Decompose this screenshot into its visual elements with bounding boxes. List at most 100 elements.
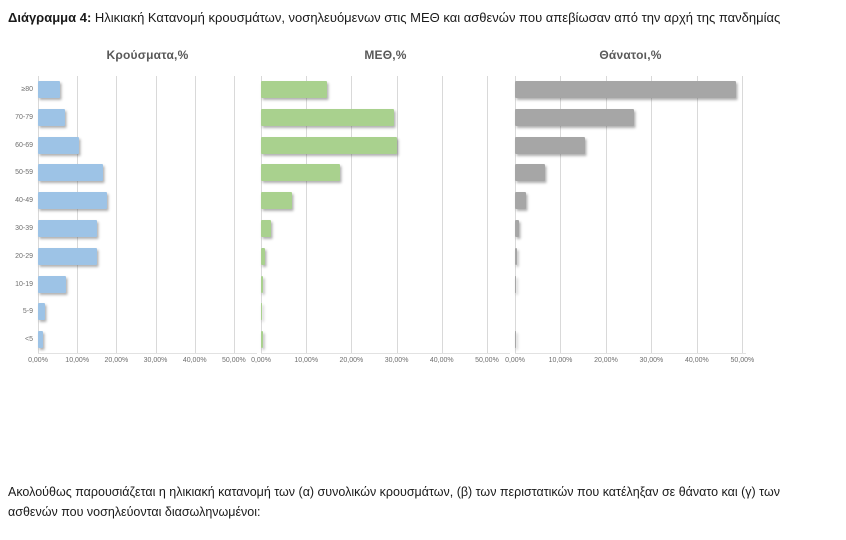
x-tick-label: 0,00% bbox=[28, 356, 48, 364]
y-axis-label: 70-79 bbox=[15, 113, 33, 121]
gridline bbox=[441, 75, 443, 353]
chart-deaths: Θάνατοι,% 0,00% 10,00% 20,00% 30,00% 40,00% 5… bbox=[505, 46, 754, 368]
bar-row bbox=[261, 159, 510, 187]
x-tick-label: 50,00% bbox=[730, 356, 755, 364]
bar-row bbox=[261, 131, 510, 159]
bar-row bbox=[38, 187, 257, 215]
x-tick-label: 30,00% bbox=[143, 356, 168, 364]
bar bbox=[515, 192, 526, 210]
x-tick-label: 0,00% bbox=[505, 356, 525, 364]
x-tick-label: 30,00% bbox=[639, 356, 664, 364]
gridline bbox=[77, 75, 79, 353]
bar bbox=[261, 303, 262, 321]
bar bbox=[261, 164, 341, 182]
chart-deaths-plot bbox=[515, 75, 746, 354]
bar bbox=[515, 80, 736, 98]
gridline bbox=[486, 75, 488, 353]
figure-caption-text: Ηλικιακή Κατανομή κρουσμάτων, νοσηλευόμε… bbox=[91, 10, 781, 25]
bar-row bbox=[38, 298, 257, 326]
bar-row bbox=[515, 242, 746, 270]
bar-row bbox=[515, 187, 746, 215]
bar-row bbox=[515, 270, 746, 298]
bar bbox=[261, 108, 394, 126]
bar-row bbox=[261, 270, 510, 298]
bar bbox=[515, 136, 586, 154]
bar bbox=[261, 247, 266, 265]
bar bbox=[38, 108, 65, 126]
bar-row bbox=[261, 215, 510, 243]
bar bbox=[261, 192, 292, 210]
y-axis-label: 20-29 bbox=[15, 252, 33, 260]
bar-row bbox=[38, 76, 257, 104]
x-tick-label: 10,00% bbox=[548, 356, 573, 364]
y-axis-labels: ≥80 70-79 60-69 50-59 40-49 30-39 20-29 10-19 5-… bbox=[0, 46, 38, 354]
bar-row bbox=[515, 159, 746, 187]
bar bbox=[261, 275, 263, 293]
y-axis-label: 30-39 bbox=[15, 224, 33, 232]
bar bbox=[261, 219, 271, 237]
chart-cases-plot bbox=[38, 75, 257, 354]
bar-row bbox=[261, 326, 510, 354]
bar-row bbox=[38, 242, 257, 270]
y-axis-label: 5-9 bbox=[22, 308, 33, 316]
x-tick-label: 30,00% bbox=[384, 356, 409, 364]
gridline bbox=[38, 75, 39, 353]
x-tick-label: 0,00% bbox=[251, 356, 271, 364]
bar bbox=[38, 80, 61, 98]
chart-icu-x-axis: 0,00% 10,00% 20,00% 30,00% 40,00% 50,00% bbox=[251, 354, 510, 368]
bar-row bbox=[515, 298, 746, 326]
chart-cases-title: Κρούσματα,% bbox=[106, 47, 189, 62]
gridline bbox=[233, 75, 235, 353]
bar-row bbox=[38, 103, 257, 131]
bar bbox=[38, 164, 104, 182]
bar bbox=[515, 164, 545, 182]
gridline bbox=[651, 75, 653, 353]
bar bbox=[515, 219, 519, 237]
y-axis-label: 60-69 bbox=[15, 141, 33, 149]
bar bbox=[515, 108, 634, 126]
x-tick-label: 40,00% bbox=[685, 356, 709, 364]
bar bbox=[261, 136, 397, 154]
bar bbox=[38, 219, 97, 237]
bar-row bbox=[261, 242, 510, 270]
bar bbox=[38, 331, 44, 349]
chart-deaths-x-axis: 0,00% 10,00% 20,00% 30,00% 40,00% 50,00% bbox=[505, 354, 754, 368]
bar-row bbox=[261, 76, 510, 104]
bar-row bbox=[515, 131, 746, 159]
bar-row bbox=[38, 131, 257, 159]
bar-row bbox=[38, 159, 257, 187]
bar bbox=[38, 247, 98, 265]
chart-icu: ΜΕΘ,% 0,00% 10,00% 20,00% 30,00% 40,00% 50,00… bbox=[251, 46, 510, 368]
gridline bbox=[116, 75, 118, 353]
x-tick-label: 40,00% bbox=[429, 356, 454, 364]
x-tick-label: 20,00% bbox=[339, 356, 364, 364]
bar-row bbox=[38, 270, 257, 298]
gridline bbox=[396, 75, 398, 353]
gridline bbox=[306, 75, 308, 353]
bar-row bbox=[515, 215, 746, 243]
bar bbox=[261, 331, 263, 349]
bar-row bbox=[515, 103, 746, 131]
gridline bbox=[696, 75, 698, 353]
bar-row bbox=[38, 326, 257, 354]
chart-cases-x-axis: 0,00% 10,00% 20,00% 30,00% 40,00% 50,00% bbox=[28, 354, 257, 368]
bar bbox=[38, 303, 45, 321]
bar bbox=[38, 275, 67, 293]
y-axis-label: 50-59 bbox=[15, 169, 33, 177]
figure-caption-label: Διάγραμμα 4: bbox=[8, 10, 92, 25]
y-axis-label: 10-19 bbox=[15, 280, 33, 288]
y-axis-label: <5 bbox=[25, 336, 33, 344]
bar-row bbox=[261, 298, 510, 326]
gridline bbox=[351, 75, 353, 353]
bar bbox=[38, 136, 79, 154]
bar-row bbox=[515, 76, 746, 104]
bar-row bbox=[515, 326, 746, 354]
bar-row bbox=[261, 187, 510, 215]
bar bbox=[38, 192, 108, 210]
chart-icu-title: ΜΕΘ,% bbox=[364, 47, 407, 62]
bar bbox=[515, 247, 517, 265]
gridline bbox=[560, 75, 562, 353]
gridline bbox=[194, 75, 196, 353]
x-tick-label: 50,00% bbox=[222, 356, 246, 364]
